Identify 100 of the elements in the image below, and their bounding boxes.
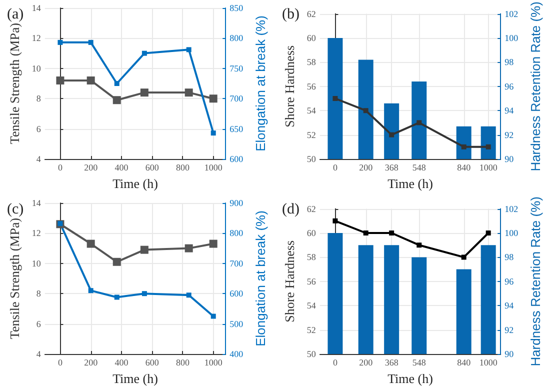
point <box>461 254 466 260</box>
y2-tick-label: 650 <box>230 124 244 134</box>
y2-tick-label: 100 <box>504 228 519 238</box>
y-tick-label: 14 <box>32 3 42 13</box>
x-tick-label: 0 <box>332 162 338 172</box>
point <box>210 130 216 136</box>
x-tick-label: 0 <box>58 358 63 368</box>
x-tick-label: 368 <box>384 162 399 172</box>
x-tick-label: 1000 <box>204 162 223 172</box>
y2-axis-title: Hardness Retention Rate (%) <box>528 1 543 172</box>
x-axis-title: Time (h) <box>388 371 433 386</box>
y-axis-title: Tensile Strength (MPa) <box>7 22 22 144</box>
point <box>186 292 192 298</box>
y2-tick-label: 94 <box>504 300 514 311</box>
x-tick-label: 600 <box>145 358 160 368</box>
point <box>88 288 94 294</box>
y-tick-label: 6 <box>36 318 42 329</box>
x-tick-label: 200 <box>84 358 98 368</box>
x-tick-label: 548 <box>412 162 426 172</box>
y-tick-label: 12 <box>32 33 41 44</box>
y2-tick-label: 800 <box>230 33 244 44</box>
y-axis-title: Shore Hardness <box>282 45 297 128</box>
point <box>332 218 338 224</box>
y2-tick-label: 600 <box>230 288 244 299</box>
point <box>486 230 491 236</box>
y2-tick-label: 800 <box>230 228 244 238</box>
y-tick-label: 56 <box>306 276 316 286</box>
y2-tick-label: 700 <box>230 258 244 268</box>
x-tick-label: 200 <box>359 162 374 172</box>
point <box>114 294 120 300</box>
x-axis-title: Time (h) <box>112 371 158 386</box>
y-tick-label: 54 <box>306 300 316 311</box>
y-tick-label: 14 <box>32 198 42 208</box>
y2-tick-label: 96 <box>504 81 514 92</box>
y2-tick-label: 102 <box>504 204 518 214</box>
y2-axis-title: Elongation at break (%) <box>253 16 268 152</box>
y2-tick-label: 98 <box>504 57 514 68</box>
y2-axis-title: Hardness Retention Rate (%) <box>528 196 543 366</box>
y2-axis-title: Elongation at break (%) <box>253 210 268 346</box>
point <box>389 132 394 138</box>
x-tick-label: 840 <box>457 162 472 172</box>
point <box>142 291 147 296</box>
y-tick-label: 52 <box>306 324 316 335</box>
point <box>184 88 193 97</box>
y-tick-label: 50 <box>306 349 316 359</box>
x-tick-label: 1000 <box>204 358 223 368</box>
chart-title: (b) <box>282 6 300 22</box>
y2-tick-label: 94 <box>504 106 514 116</box>
chart-title: (a) <box>7 6 24 22</box>
x-tick-label: 200 <box>84 162 98 172</box>
point <box>88 40 94 45</box>
x-tick-label: 800 <box>176 162 190 172</box>
point <box>363 230 368 236</box>
point <box>416 120 422 126</box>
point <box>140 246 148 254</box>
y-tick-label: 58 <box>306 57 316 68</box>
point <box>112 96 121 104</box>
x-tick-label: 400 <box>114 162 129 172</box>
x-tick-label: 200 <box>359 358 374 368</box>
y2-tick-label: 400 <box>230 349 244 359</box>
point <box>112 258 121 266</box>
x-tick-label: 0 <box>58 162 63 172</box>
y2-tick-label: 90 <box>504 349 514 359</box>
y-tick-label: 6 <box>36 124 42 134</box>
y2-tick-label: 92 <box>504 130 514 140</box>
x-tick-label: 400 <box>114 358 129 368</box>
point <box>58 40 63 45</box>
y2-tick-label: 100 <box>504 33 519 43</box>
y-axis-title: Shore Hardness <box>282 240 297 322</box>
y2-tick-label: 102 <box>504 8 518 19</box>
point <box>486 144 491 150</box>
y-tick-label: 8 <box>36 94 42 104</box>
point <box>209 240 218 248</box>
x-tick-label: 368 <box>384 358 399 368</box>
point <box>86 240 95 248</box>
y-axis-title: Tensile Strength (MPa) <box>7 218 22 340</box>
x-axis-title: Time (h) <box>112 176 158 191</box>
y-tick-label: 10 <box>32 63 42 74</box>
y-tick-label: 62 <box>306 8 316 19</box>
point <box>209 94 218 103</box>
x-tick-label: 1000 <box>479 358 498 368</box>
point <box>184 244 193 252</box>
y2-tick-label: 600 <box>230 154 244 164</box>
x-tick-label: 800 <box>176 358 190 368</box>
y-tick-label: 56 <box>306 81 316 92</box>
y-tick-label: 8 <box>36 288 42 299</box>
point <box>210 314 216 319</box>
point <box>332 96 338 101</box>
point <box>56 76 64 84</box>
point <box>416 242 422 248</box>
y-tick-label: 60 <box>306 33 316 43</box>
x-tick-label: 0 <box>332 358 338 368</box>
y2-tick-label: 500 <box>230 318 244 329</box>
y-tick-label: 4 <box>36 349 42 359</box>
point <box>114 81 120 86</box>
y-tick-label: 58 <box>306 252 316 262</box>
y-tick-label: 10 <box>32 258 42 268</box>
point <box>142 50 147 56</box>
point <box>363 108 368 114</box>
y-tick-label: 54 <box>306 106 316 116</box>
